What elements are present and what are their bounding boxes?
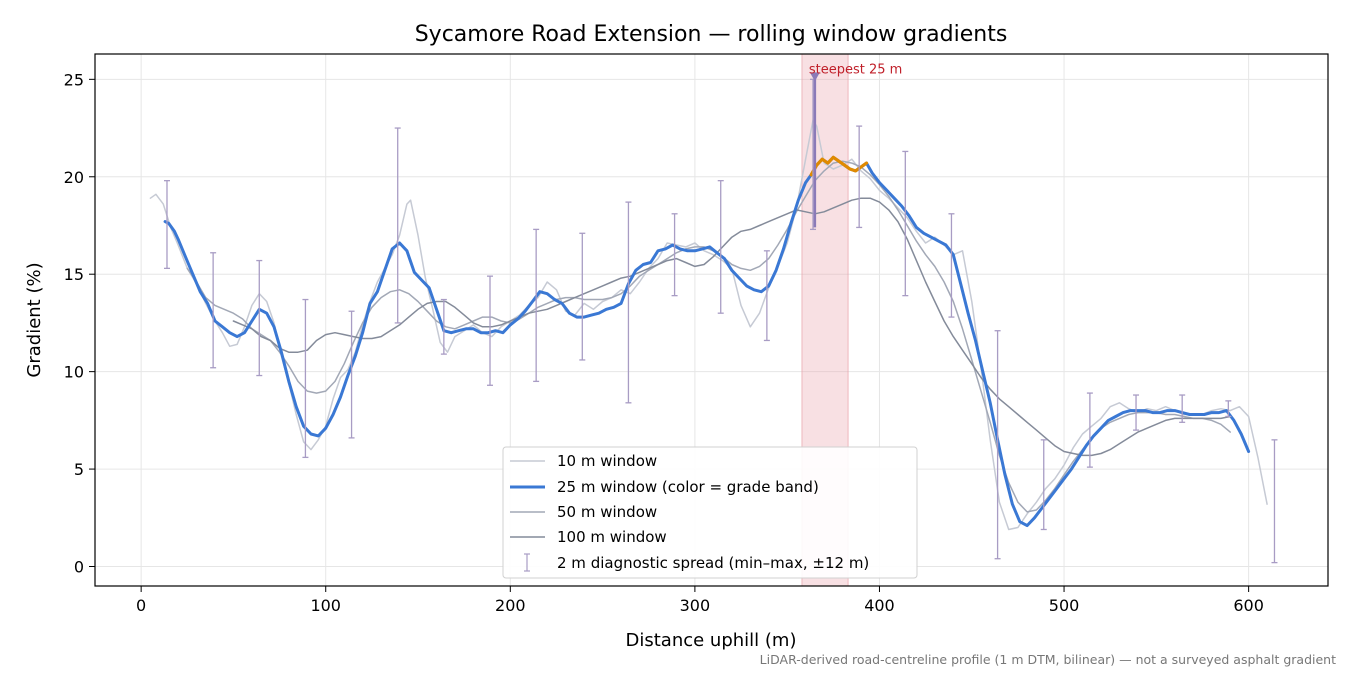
footnote: LiDAR-derived road-centreline profile (1… bbox=[760, 652, 1336, 667]
error-bar bbox=[348, 310, 355, 439]
error-bar-layer bbox=[163, 78, 1278, 564]
error-bar bbox=[1086, 392, 1093, 468]
series-line bbox=[163, 155, 1251, 528]
y-tick-label: 20 bbox=[64, 168, 84, 187]
y-tick-label: 25 bbox=[64, 70, 84, 89]
series-line bbox=[186, 160, 1231, 513]
error-bar bbox=[994, 330, 1001, 560]
y-tick-label: 0 bbox=[74, 558, 84, 577]
error-bar bbox=[487, 275, 494, 386]
series-layer bbox=[149, 119, 1268, 531]
error-bar bbox=[1133, 394, 1140, 431]
chart-title: Sycamore Road Extension — rolling window… bbox=[415, 22, 1008, 47]
error-bar bbox=[256, 259, 263, 377]
x-tick-label: 500 bbox=[1049, 596, 1080, 615]
legend-swatch-errorbar bbox=[524, 553, 530, 572]
error-bar bbox=[625, 201, 632, 404]
x-axis-label: Distance uphill (m) bbox=[626, 630, 797, 651]
plot-frame bbox=[94, 53, 1329, 587]
x-tick-label: 300 bbox=[680, 596, 711, 615]
y-tick-label: 5 bbox=[74, 460, 84, 479]
legend-label-25m: 25 m window (color = grade band) bbox=[557, 478, 819, 496]
error-bar bbox=[948, 213, 955, 318]
series-line bbox=[149, 119, 1268, 531]
error-bar bbox=[1179, 394, 1186, 423]
error-bar bbox=[1040, 439, 1047, 531]
y-axis-label: Gradient (%) bbox=[24, 262, 45, 377]
error-bar bbox=[902, 150, 909, 297]
error-bar bbox=[856, 125, 863, 229]
annotation-layer: steepest 25 m bbox=[809, 62, 902, 228]
grid-layer bbox=[95, 54, 1328, 586]
error-bar bbox=[763, 250, 770, 342]
x-tick-label: 200 bbox=[495, 596, 526, 615]
steepest-label: steepest 25 m bbox=[809, 62, 902, 77]
x-tick-label: 600 bbox=[1233, 596, 1264, 615]
legend-label-100m: 100 m window bbox=[557, 528, 667, 546]
error-bar bbox=[671, 213, 678, 297]
error-bar bbox=[1271, 439, 1278, 564]
x-tick-label: 100 bbox=[310, 596, 341, 615]
y-tick-label: 10 bbox=[64, 363, 84, 382]
tick-layer: 0 100 200 300 400 500 600 0 5 10 15 20 25 bbox=[64, 70, 1264, 615]
legend-label-50m: 50 m window bbox=[557, 503, 657, 521]
x-tick-label: 0 bbox=[136, 596, 146, 615]
error-bar bbox=[210, 252, 217, 369]
legend: 10 m window 25 m window (color = grade b… bbox=[502, 446, 918, 579]
legend-label-errorbar: 2 m diagnostic spread (min–max, ±12 m) bbox=[557, 554, 869, 572]
error-bar bbox=[302, 298, 309, 459]
error-bar bbox=[533, 228, 540, 383]
legend-label-10m: 10 m window bbox=[557, 452, 657, 470]
series-line bbox=[232, 197, 1231, 457]
steepest-marker bbox=[809, 72, 820, 82]
error-bar bbox=[163, 180, 170, 270]
error-bar bbox=[579, 232, 586, 361]
error-bar bbox=[394, 127, 401, 324]
series-line-steep-band bbox=[809, 155, 869, 177]
x-tick-label: 400 bbox=[864, 596, 895, 615]
legend-frame bbox=[502, 446, 918, 579]
error-bar bbox=[1225, 400, 1232, 418]
y-tick-label: 15 bbox=[64, 265, 84, 284]
error-bar bbox=[440, 298, 447, 355]
error-bar bbox=[717, 180, 724, 314]
